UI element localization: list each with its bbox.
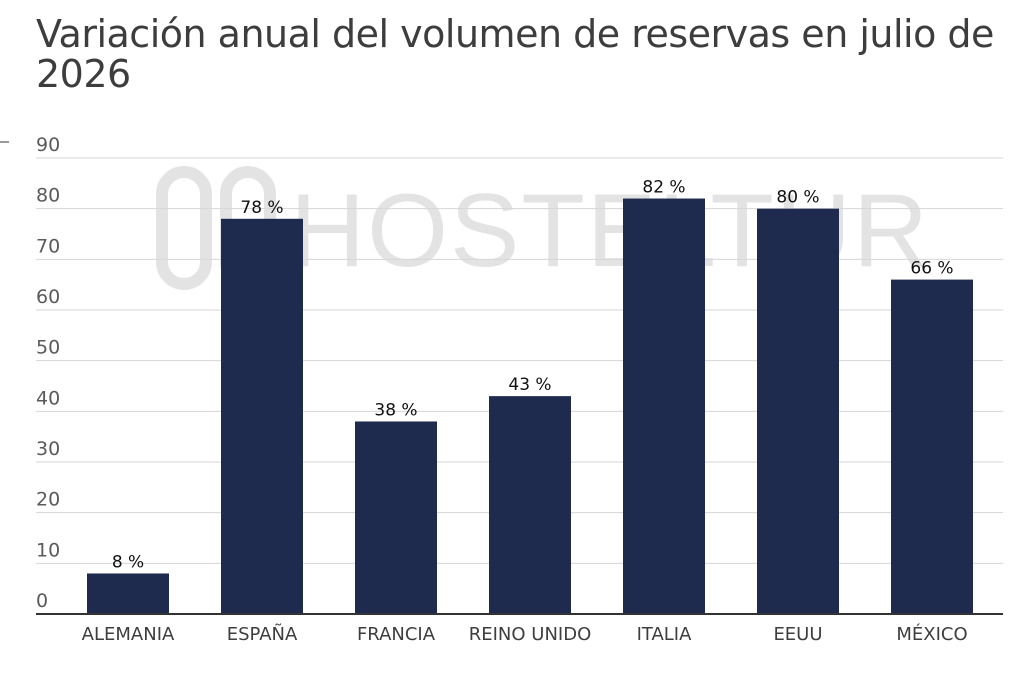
y-tick-label: 20 [36,489,60,511]
bar [757,208,839,614]
bars [87,198,973,615]
y-tick-label: 70 [36,235,60,257]
data-label: 82 % [642,178,685,198]
x-tick-label: REINO UNIDO [469,624,592,645]
data-labels: 8 % 78 % 38 % 43 % 82 % 80 % 66 % [112,178,954,573]
x-tick-label: ALEMANIA [82,624,175,645]
bar [87,573,169,614]
x-tick-label: ITALIA [637,624,693,645]
data-label: 38 % [374,400,417,420]
y-axis-ticks: 0 10 20 30 40 50 60 70 80 90 [36,134,60,612]
x-tick-label: FRANCIA [357,624,436,645]
data-label: 66 % [910,259,953,279]
x-tick-label: ESPAÑA [227,623,298,645]
x-tick-label: EEUU [773,624,822,645]
bar [623,198,705,615]
data-label: 78 % [240,198,283,218]
y-tick-label: 60 [36,286,60,308]
data-label: 8 % [112,552,144,572]
data-label: 43 % [508,375,551,395]
bar [221,218,303,615]
chart-title: Variación anual del volumen de reservas … [36,12,994,96]
y-tick-label: 10 [36,539,60,561]
y-tick-label: 0 [36,590,48,612]
y-tick-label: 50 [36,337,60,359]
bar [355,421,437,614]
corner-mark [0,141,9,143]
data-label: 80 % [776,188,819,208]
bar [489,396,571,614]
bar [891,279,973,614]
y-tick-label: 40 [36,387,60,409]
y-tick-label: 30 [36,438,60,460]
x-axis-categories: ALEMANIA ESPAÑA FRANCIA REINO UNIDO ITALIA EE… [82,623,968,645]
y-tick-label: 90 [36,134,60,156]
y-tick-label: 80 [36,185,60,207]
x-tick-label: MÉXICO [896,623,967,645]
